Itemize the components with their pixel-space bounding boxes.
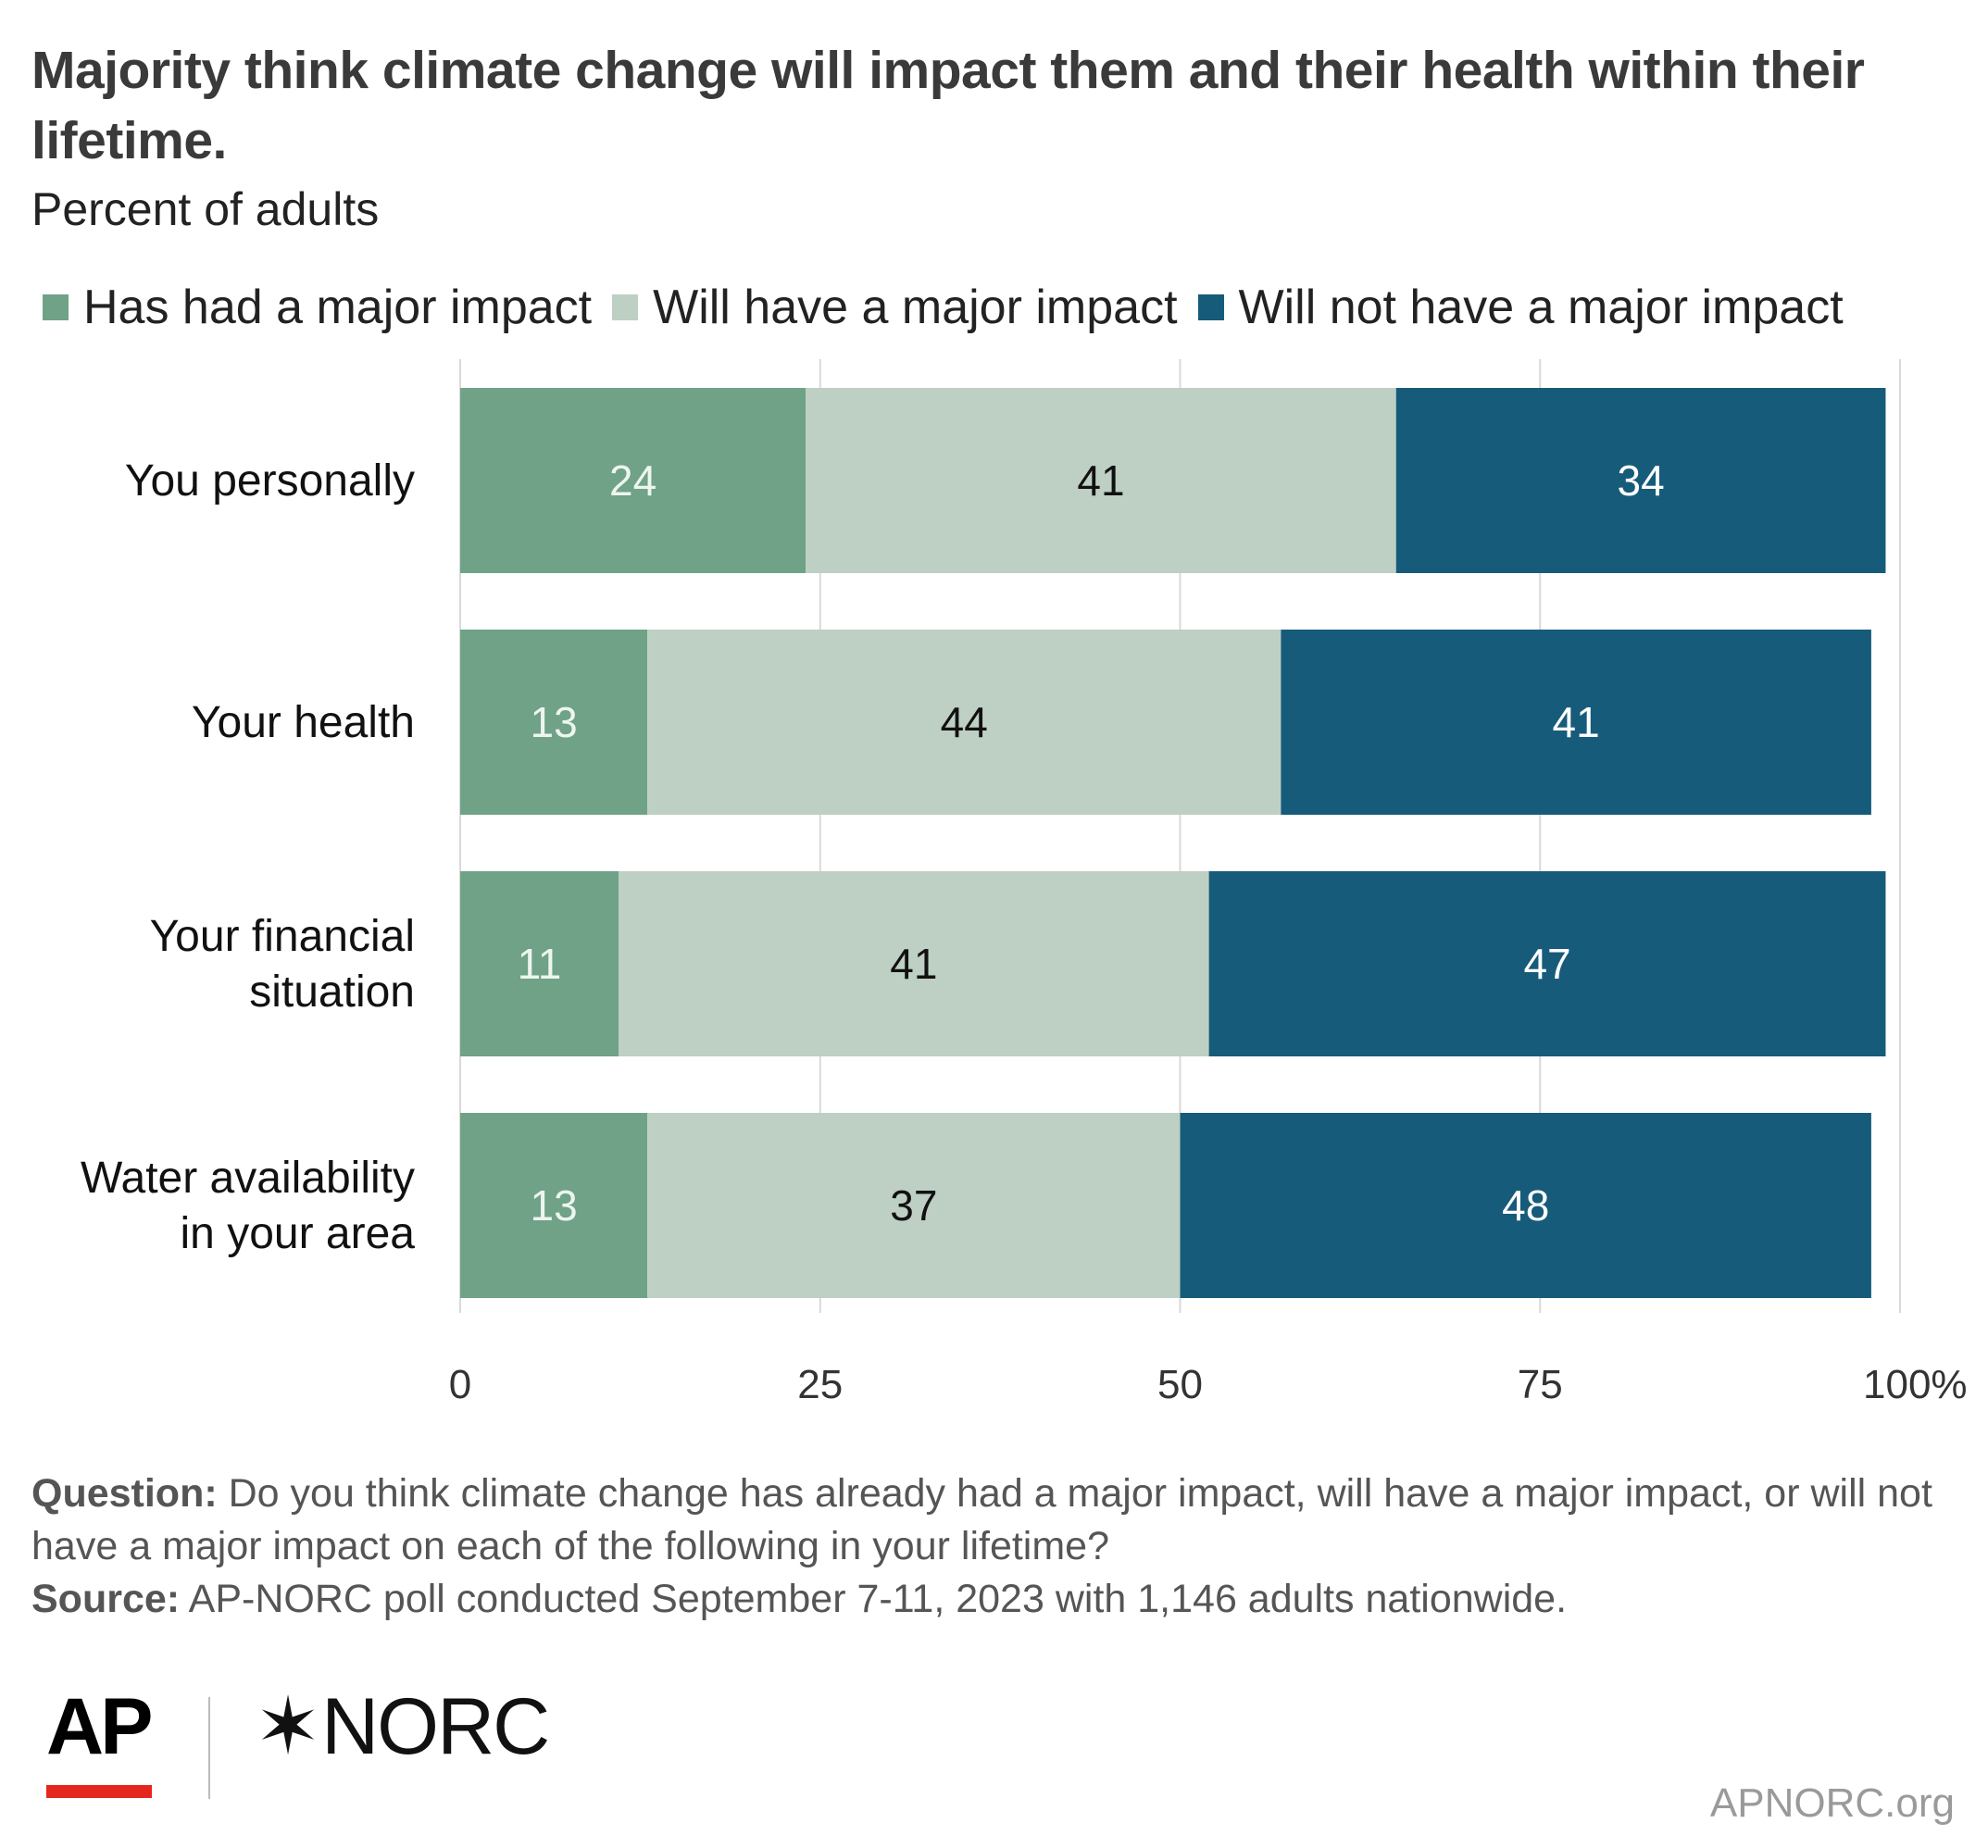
bar-segment — [460, 871, 619, 1056]
bar-segment — [647, 630, 1282, 815]
legend-swatch-has-had — [43, 294, 69, 320]
x-tick-label: 25 — [797, 1362, 843, 1407]
bar-segment — [460, 630, 648, 815]
bar-segment — [1395, 388, 1886, 573]
source-text: AP-NORC poll conducted September 7-11, 2… — [180, 1577, 1568, 1621]
data-label: 37 — [890, 1181, 937, 1230]
data-label: 47 — [1523, 940, 1570, 988]
x-tick-label: 75 — [1518, 1362, 1563, 1407]
data-label: 34 — [1618, 456, 1665, 505]
ap-logo-underline — [46, 1785, 152, 1798]
bar-segment — [1180, 1113, 1871, 1298]
category-label: in your area — [181, 1209, 416, 1258]
chart-subtitle: Percent of adults — [31, 183, 380, 235]
legend-label-will-not: Will not have a major impact — [1238, 281, 1844, 334]
legend-swatch-will-have — [612, 294, 639, 320]
x-tick-label: 0 — [449, 1362, 471, 1407]
data-label: 44 — [941, 698, 988, 746]
data-label: 24 — [609, 456, 656, 505]
bar-segment — [1208, 871, 1886, 1056]
category-label: You personally — [125, 456, 415, 506]
legend-item-has-had: Has had a major impact — [43, 280, 592, 335]
logo-divider — [208, 1697, 210, 1799]
bar-segment — [1281, 630, 1871, 815]
legend-item-will-have: Will have a major impact — [612, 280, 1178, 335]
data-label: 41 — [1553, 698, 1600, 746]
data-label: 48 — [1502, 1181, 1549, 1230]
x-tick-label: 50 — [1157, 1362, 1203, 1407]
norc-star-icon: ✶ — [255, 1682, 321, 1771]
site-url: APNORC.org — [1709, 1780, 1955, 1826]
bar-segment — [647, 1113, 1181, 1298]
source-label: Source: — [31, 1577, 181, 1621]
question-note: Question: Do you think climate change ha… — [31, 1467, 1957, 1573]
bar-segment — [460, 388, 806, 573]
norc-logo-text: NORC — [321, 1682, 550, 1771]
stacked-bar-chart: 24 41 34 You personally 13 44 41 Your health 11 4… — [81, 359, 1968, 1407]
category-label: situation — [249, 968, 415, 1017]
bar-segment — [806, 388, 1396, 573]
legend: Has had a major impact Will have a major… — [43, 278, 1844, 337]
legend-item-will-not: Will not have a major impact — [1197, 280, 1844, 335]
legend-label-has-had: Has had a major impact — [83, 281, 593, 334]
legend-label-will-have: Will have a major impact — [653, 281, 1178, 334]
ap-logo: AP — [46, 1682, 153, 1771]
data-label: 41 — [1077, 456, 1124, 505]
data-label: 11 — [518, 940, 562, 988]
question-text: Do you think climate change has already … — [31, 1471, 1932, 1568]
x-tick-label: 100% — [1863, 1362, 1968, 1407]
question-label: Question: — [31, 1471, 218, 1516]
category-label: Water availability — [81, 1154, 415, 1203]
norc-logo: ✶NORC — [255, 1682, 550, 1771]
category-label: Your health — [192, 698, 415, 747]
legend-swatch-will-not — [1197, 294, 1224, 320]
chart-title: Majority think climate change will impac… — [31, 41, 1865, 170]
source-note: Source: AP-NORC poll conducted September… — [31, 1573, 1957, 1626]
data-label: 41 — [890, 940, 937, 988]
footnotes: Question: Do you think climate change ha… — [31, 1467, 1957, 1626]
category-label: Your financial — [150, 912, 415, 961]
bar-segment — [619, 871, 1209, 1056]
bar-segment — [460, 1113, 648, 1298]
data-label: 13 — [530, 1181, 577, 1230]
data-label: 13 — [530, 698, 577, 746]
